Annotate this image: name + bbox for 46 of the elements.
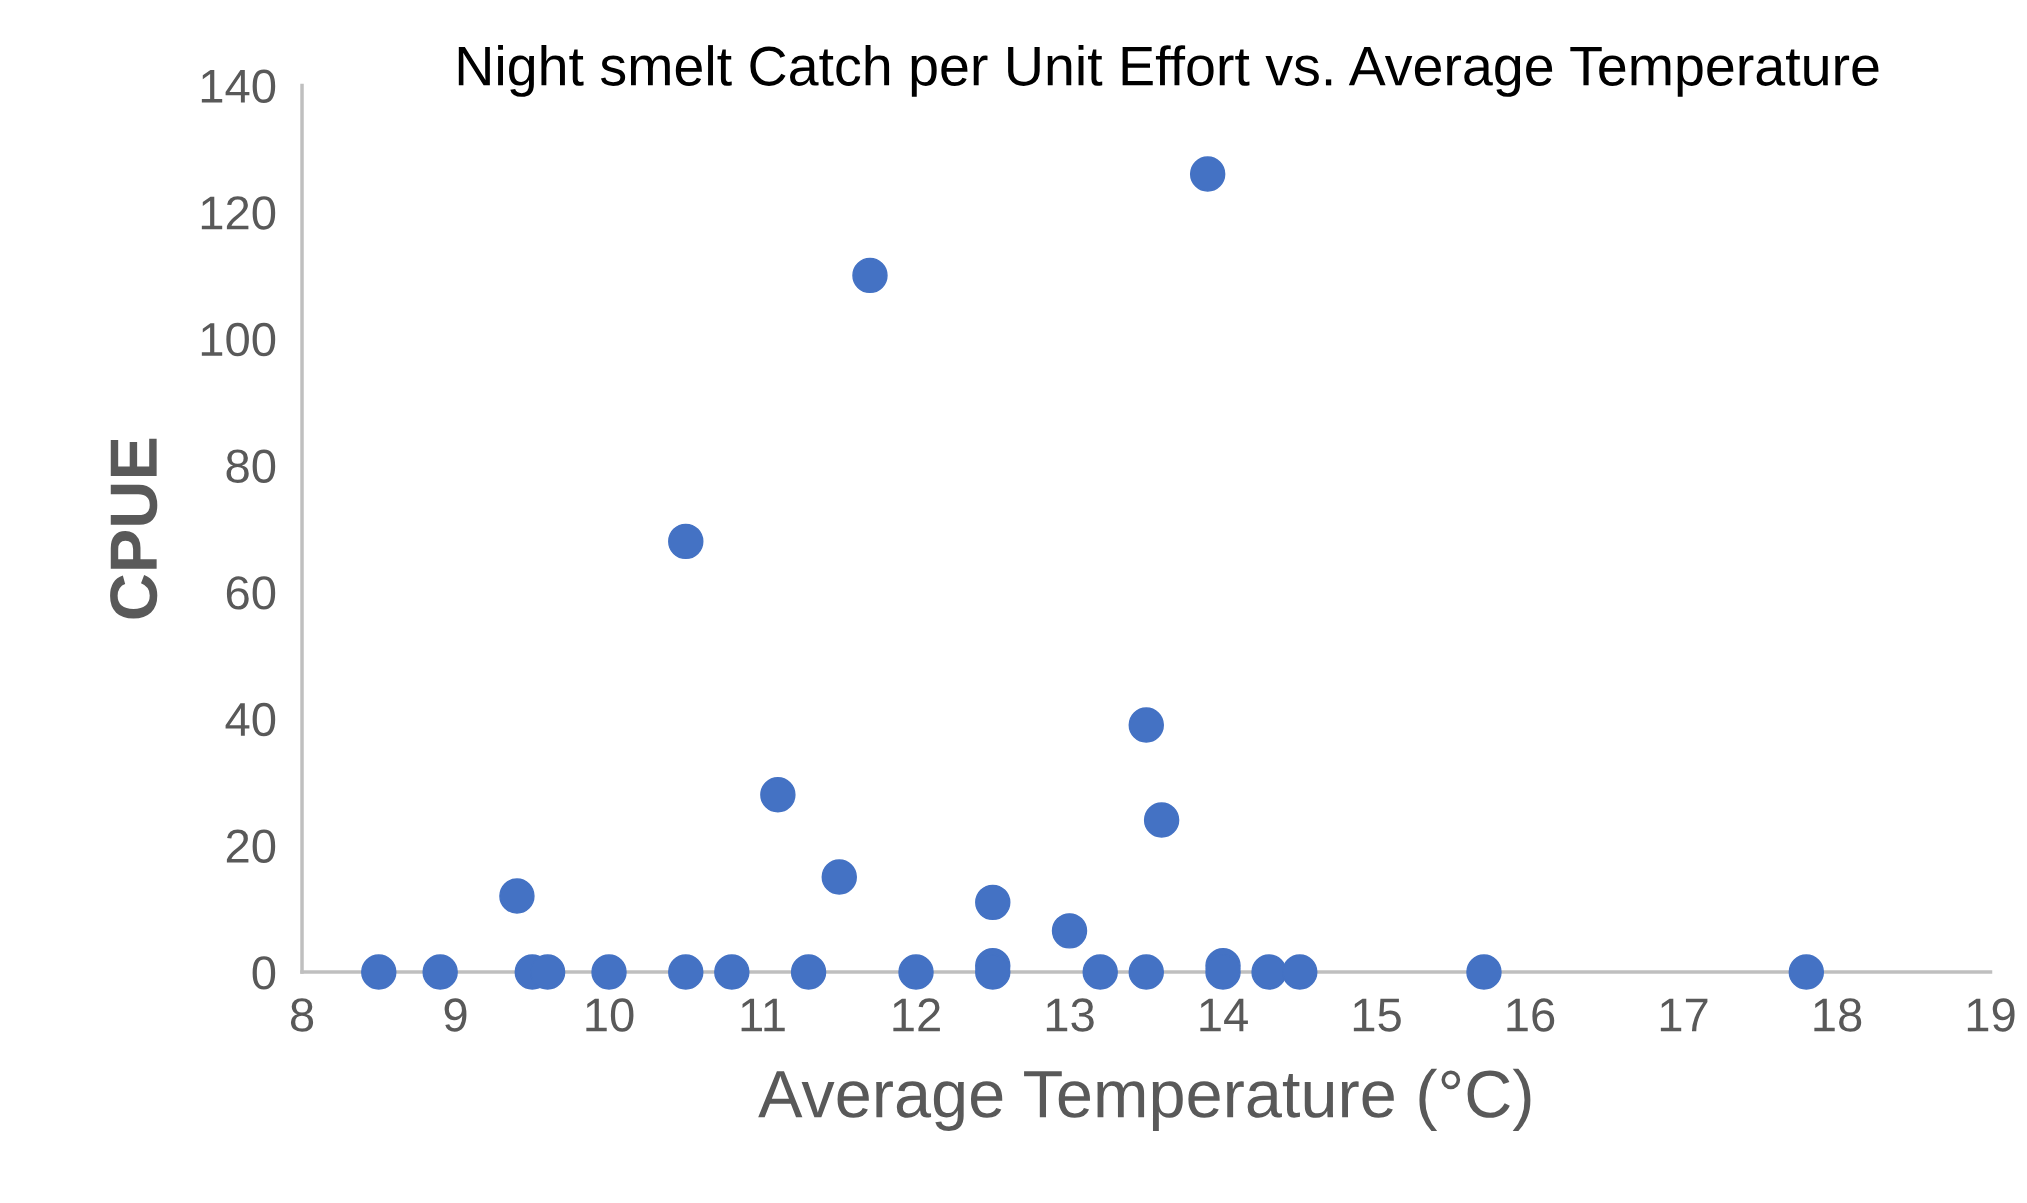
x-tick-label: 18 — [1814, 998, 1862, 1032]
y-axis-title: CPUE — [110, 438, 158, 619]
x-tick-label: 13 — [1046, 998, 1094, 1032]
point — [1128, 954, 1164, 990]
y-tick-label: 100 — [201, 322, 276, 357]
point — [591, 954, 627, 990]
point — [422, 954, 458, 990]
point — [499, 878, 535, 914]
point — [1466, 954, 1502, 990]
point — [1143, 802, 1180, 838]
point — [1189, 156, 1226, 192]
y-tick-label: 140 — [201, 69, 276, 103]
point — [361, 954, 397, 990]
point — [852, 257, 888, 294]
point — [821, 859, 857, 895]
point — [1788, 954, 1825, 990]
point — [1282, 954, 1318, 990]
point — [668, 523, 704, 560]
y-tick-label: 0 — [252, 956, 276, 990]
x-axis-title: Average Temperature (°C) — [758, 1068, 1531, 1131]
y-tick-label: 20 — [226, 829, 276, 863]
x-tick-label: 8 — [290, 998, 314, 1032]
point — [898, 954, 934, 990]
point — [1082, 954, 1118, 990]
x-tick-label: 9 — [444, 998, 467, 1032]
x-tick-label: 15 — [1353, 998, 1401, 1032]
x-tick-label: 11 — [741, 998, 785, 1032]
point — [668, 954, 704, 990]
x-tick-label: 12 — [893, 998, 940, 1032]
x-tick-label: 10 — [586, 998, 634, 1032]
y-tick-label: 60 — [226, 576, 276, 610]
point — [1251, 954, 1287, 990]
point — [975, 884, 1011, 921]
point — [790, 954, 827, 990]
point — [760, 776, 796, 813]
y-tick-label: 40 — [225, 702, 276, 737]
y-tick-label: 80 — [226, 449, 276, 483]
x-tick-label: 14 — [1200, 998, 1248, 1032]
point — [1051, 913, 1088, 949]
point — [714, 954, 750, 990]
point — [1128, 707, 1164, 743]
x-tick-label: 16 — [1507, 998, 1555, 1032]
x-tick-label: 17 — [1660, 998, 1708, 1032]
x-tick-label: 19 — [1967, 998, 2015, 1032]
chart-title: Night smelt Catch per Unit Effort vs. Average Temperature — [458, 45, 1879, 97]
y-tick-label: 120 — [201, 196, 276, 230]
